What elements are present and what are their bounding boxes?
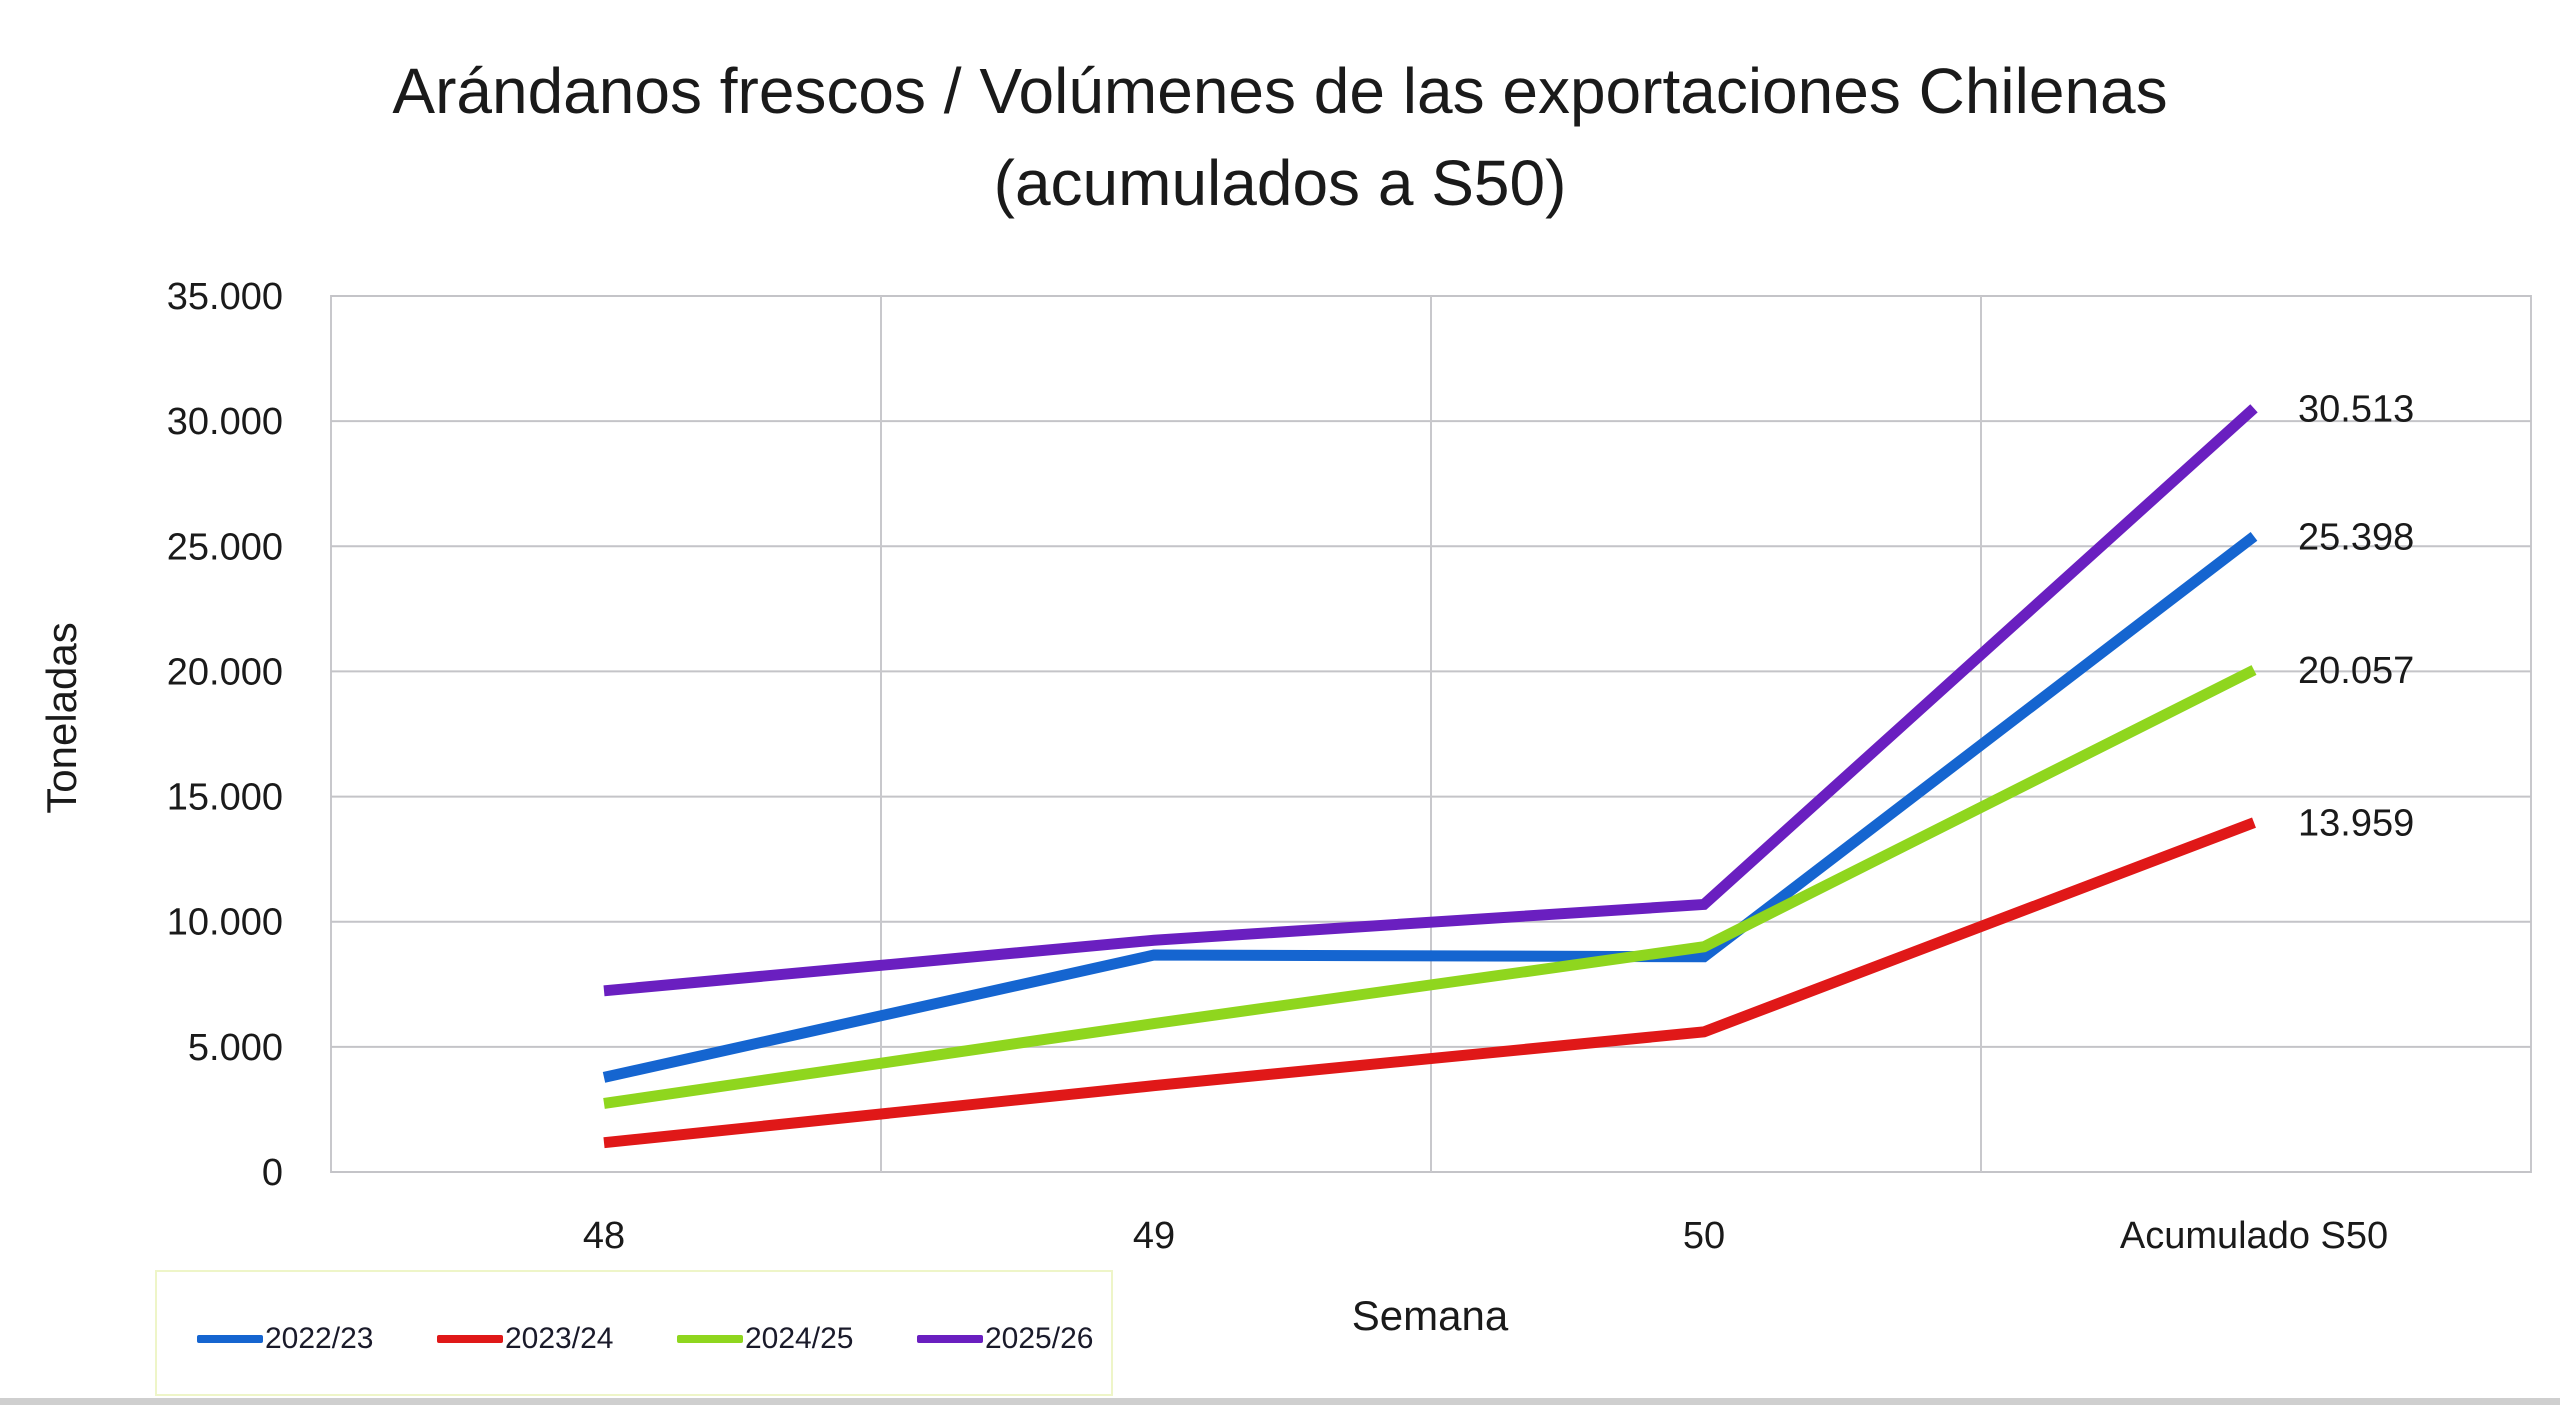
data-label: 20.057 xyxy=(2298,650,2414,692)
x-tick-label: 49 xyxy=(1133,1215,1175,1257)
data-label: 25.398 xyxy=(2298,516,2414,558)
y-tick-label: 30.000 xyxy=(167,401,283,443)
chart-subtitle: (acumulados a S50) xyxy=(993,147,1567,219)
legend-item: 2022/23 xyxy=(197,1322,373,1356)
chart-title: Arándanos frescos / Volúmenes de las exp… xyxy=(392,55,2168,127)
y-tick-label: 15.000 xyxy=(167,777,283,819)
series-line-2024-25 xyxy=(603,665,2257,1109)
legend-swatch xyxy=(677,1335,743,1343)
legend-swatch xyxy=(197,1335,263,1343)
legend-swatch xyxy=(917,1335,983,1343)
series-line-2025-26 xyxy=(603,404,2258,997)
legend-item: 2024/25 xyxy=(677,1322,853,1356)
legend-swatch xyxy=(437,1335,503,1343)
x-axis-label: Semana xyxy=(1352,1292,1509,1339)
y-tick-label: 0 xyxy=(262,1152,283,1194)
legend-label: 2025/26 xyxy=(985,1322,1094,1355)
legend-item: 2023/24 xyxy=(437,1322,613,1356)
x-tick-label: 50 xyxy=(1683,1215,1725,1257)
window-bottom-edge xyxy=(0,1398,2560,1405)
series-line-2023-24 xyxy=(603,817,2256,1149)
y-tick-label: 35.000 xyxy=(167,276,283,318)
y-tick-label: 25.000 xyxy=(167,526,283,568)
data-label: 13.959 xyxy=(2298,803,2414,845)
data-label: 30.513 xyxy=(2298,388,2414,430)
legend-label: 2022/23 xyxy=(265,1322,374,1355)
legend-label: 2024/25 xyxy=(745,1322,854,1355)
y-tick-label: 20.000 xyxy=(167,651,283,693)
legend: 2022/23 2023/24 2024/25 2025/26 xyxy=(155,1270,1113,1396)
x-tick-label: Acumulado S50 xyxy=(2120,1215,2388,1257)
y-tick-label: 10.000 xyxy=(167,902,283,944)
legend-item: 2025/26 xyxy=(917,1322,1093,1356)
x-tick-label: 48 xyxy=(583,1215,625,1257)
y-tick-label: 5.000 xyxy=(188,1027,283,1069)
legend-label: 2023/24 xyxy=(505,1322,614,1355)
series-line-2022-23 xyxy=(602,531,2258,1083)
y-axis-label: Toneladas xyxy=(38,622,85,813)
